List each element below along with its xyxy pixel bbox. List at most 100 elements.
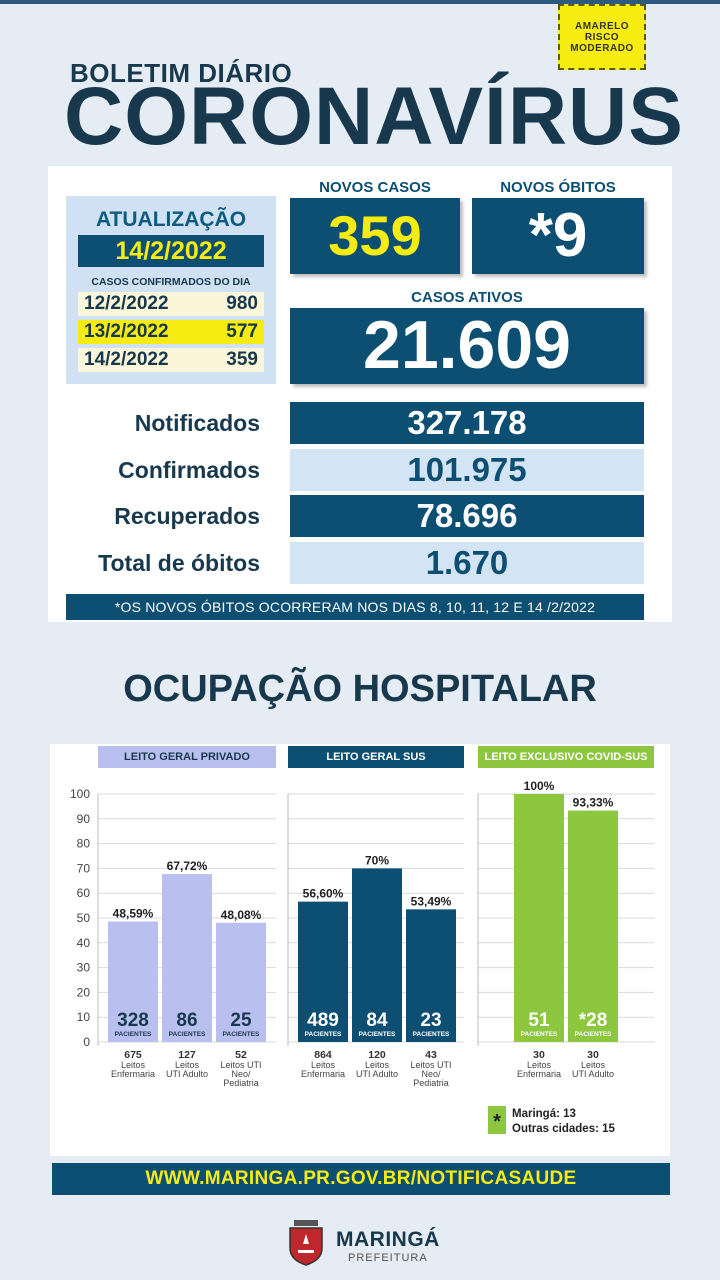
daily-row: 14/2/2022 359: [78, 348, 264, 372]
occupancy-bar-chart: 010203040506070809010048,59%328PACIENTES…: [70, 779, 654, 1135]
bar-bed-description: Leitos: [175, 1060, 200, 1070]
active-cases-label: CASOS ATIVOS: [411, 289, 523, 306]
y-tick-label: 100: [70, 787, 90, 801]
daily-row-value: 980: [226, 293, 258, 314]
bar: [108, 921, 158, 1042]
footer-url[interactable]: WWW.MARINGA.PR.GOV.BR/NOTIFICASAUDE: [52, 1163, 670, 1195]
bar-bed-count: 675: [124, 1049, 142, 1061]
legend-swatch: [488, 1106, 506, 1134]
bar-percent-label: 53,49%: [411, 894, 452, 908]
bar-bed-count: 864: [314, 1049, 332, 1061]
footer-city-name: MARINGÁ: [336, 1228, 440, 1251]
bar-bed-description: Leitos: [121, 1060, 146, 1070]
y-tick-label: 0: [83, 1035, 90, 1049]
bar: [352, 868, 402, 1042]
active-cases-value: 21.609: [363, 307, 571, 383]
bar-patients-unit: PACIENTES: [115, 1031, 152, 1038]
bar-patients-count: 489: [307, 1010, 339, 1031]
new-cases-box: [290, 198, 460, 274]
bar-patients-unit: PACIENTES: [169, 1031, 206, 1038]
bar-patients-count: 23: [420, 1010, 441, 1031]
footer-city-sub: PREFEITURA: [348, 1252, 428, 1264]
bar: [162, 874, 212, 1042]
update-date: 14/2/2022: [78, 235, 264, 267]
y-tick-label: 10: [77, 1010, 91, 1024]
bar-patients-count: 328: [117, 1010, 149, 1031]
bar-bed-description: UTI Adulto: [356, 1069, 398, 1079]
daily-row: 12/2/2022 980: [78, 292, 264, 316]
bar-bed-description: Pediatria: [223, 1078, 259, 1088]
bar-percent-label: 100%: [524, 779, 555, 793]
bar-percent-label: 67,72%: [167, 859, 208, 873]
bar-bed-description: Enfermaria: [111, 1069, 155, 1079]
bar-bed-description: Leitos: [581, 1060, 606, 1070]
bar-patients-unit: PACIENTES: [359, 1031, 396, 1038]
bar-bed-description: UTI Adulto: [572, 1069, 614, 1079]
bar-patients-unit: PACIENTES: [223, 1031, 260, 1038]
bar-bed-description: Neo/: [421, 1069, 441, 1079]
bar-bed-description: Neo/: [231, 1069, 251, 1079]
risk-level-badge: AMARELO RISCO MODERADO: [558, 4, 646, 70]
bar-patients-count: 25: [230, 1010, 252, 1031]
bar: [216, 922, 266, 1042]
bar-patients-count: 86: [176, 1010, 197, 1031]
bar-percent-label: 70%: [365, 853, 389, 867]
top-accent-line: [0, 0, 720, 4]
daily-row: 13/2/2022 577: [78, 320, 264, 344]
active-cases-box: [290, 308, 644, 384]
y-tick-label: 30: [77, 961, 91, 975]
y-tick-label: 90: [77, 812, 91, 826]
daily-row-value: 577: [226, 321, 258, 342]
bar-percent-label: 48,59%: [113, 906, 154, 920]
bar: [514, 794, 564, 1042]
bar-bed-description: Enfermaria: [301, 1069, 345, 1079]
bulletin-subtitle: BOLETIM DIÁRIO: [70, 58, 293, 88]
maringa-coat-of-arms-icon: [289, 1220, 323, 1266]
stat-label-confirmed: Confirmados: [118, 457, 260, 483]
daily-confirmed-title: CASOS CONFIRMADOS DO DIA: [91, 276, 251, 288]
bar-percent-label: 48,08%: [221, 908, 262, 922]
bar-bed-description: Leitos: [527, 1060, 552, 1070]
legend-asterisk-icon: *: [493, 1111, 501, 1133]
bar-patients-count: *28: [579, 1010, 608, 1031]
new-deaths-box: [472, 198, 644, 274]
section-head-covid-sus: LEITO EXCLUSIVO COVID-SUS: [478, 746, 654, 768]
hospital-occupancy-title: OCUPAÇÃO HOSPITALAR: [123, 668, 597, 710]
new-cases-value: 359: [328, 204, 422, 267]
bar-patients-unit: PACIENTES: [305, 1031, 342, 1038]
y-tick-label: 80: [77, 837, 91, 851]
y-tick-label: 20: [77, 985, 91, 999]
bar-patients-count: 51: [528, 1010, 550, 1031]
y-tick-label: 70: [77, 861, 91, 875]
bar-bed-count: 120: [368, 1049, 386, 1061]
bar-percent-label: 56,60%: [303, 887, 344, 901]
stat-label-notified: Notificados: [134, 410, 260, 436]
daily-row-date: 13/2/2022: [84, 321, 169, 342]
bar-bed-description: Leitos: [311, 1060, 336, 1070]
bar-bed-count: 127: [178, 1049, 196, 1061]
stat-value-recovered: 78.696: [290, 495, 644, 537]
bar-bed-count: 30: [587, 1049, 599, 1061]
section-head-sus: LEITO GERAL SUS: [288, 746, 464, 768]
stat-label-recovered: Recuperados: [114, 503, 260, 529]
bar-percent-label: 93,33%: [573, 796, 614, 810]
stat-value-deaths: 1.670: [290, 542, 644, 584]
daily-row-value: 359: [226, 349, 258, 370]
stat-value-confirmed: 101.975: [290, 449, 644, 491]
bar-patients-unit: PACIENTES: [521, 1031, 558, 1038]
bar-bed-description: UTI Adulto: [166, 1069, 208, 1079]
bar: [406, 909, 456, 1042]
bar-patients-unit: PACIENTES: [413, 1031, 450, 1038]
y-tick-label: 40: [77, 936, 91, 950]
risk-line-1: AMARELO: [574, 20, 630, 32]
bulletin-title: CORONAVÍRUS: [64, 71, 684, 162]
bar: [568, 810, 618, 1042]
bar-bed-description: Leitos: [365, 1060, 390, 1070]
bar-bed-count: 43: [425, 1049, 437, 1061]
daily-row-date: 14/2/2022: [84, 349, 169, 370]
daily-row-date: 12/2/2022: [84, 293, 169, 314]
bar-bed-description: Leitos UTI: [220, 1060, 261, 1070]
bar-patients-unit: PACIENTES: [575, 1031, 612, 1038]
update-title: ATUALIZAÇÃO: [95, 208, 247, 231]
bar-bed-description: Pediatria: [413, 1078, 449, 1088]
